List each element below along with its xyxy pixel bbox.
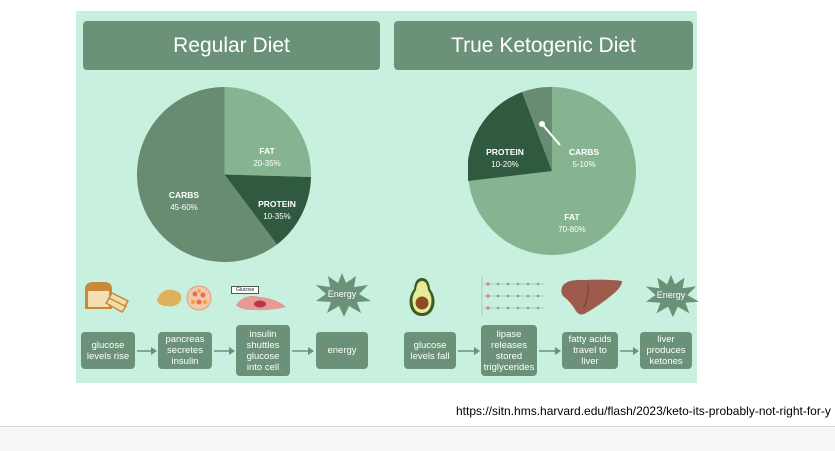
- energy-burst-icon: Energy: [313, 273, 371, 317]
- arrow-icon: [458, 347, 480, 355]
- bottom-bar: [0, 426, 835, 451]
- regular-protein-label: PROTEIN: [258, 199, 296, 209]
- arrow-icon: [214, 347, 235, 355]
- keto-protein-range: 10-20%: [491, 160, 519, 169]
- step-glucose-rise: glucose levels rise: [81, 332, 135, 369]
- arrow-icon: [620, 347, 639, 355]
- keto-diet-pie: CARBS 5-10% PROTEIN 10-20% FAT 70-80%: [468, 87, 636, 255]
- keto-carbs-pointer-dot: [539, 121, 545, 127]
- regular-protein-range: 10-35%: [263, 212, 291, 221]
- pancreas-icon: [157, 285, 212, 311]
- cell-icon: Glucose: [230, 285, 290, 311]
- energy-burst-icon: Energy: [643, 274, 699, 318]
- step-glucose-fall: glucose levels fall: [404, 332, 456, 369]
- arrow-icon: [137, 347, 157, 355]
- arrow-icon: [539, 347, 561, 355]
- energy-label-right: Energy: [656, 290, 686, 300]
- keto-fat-label: FAT: [564, 212, 580, 222]
- triglyceride-molecule-icon: [481, 277, 544, 315]
- step-lipase-releases: lipase releases stored triglycerides: [481, 325, 537, 376]
- glucose-tag: Glucose: [231, 286, 260, 294]
- regular-diet-title: Regular Diet: [83, 21, 380, 70]
- regular-diet-title-text: Regular Diet: [173, 33, 290, 57]
- step-liver-produces-ketones: liver produces ketones: [640, 332, 692, 369]
- keto-pie-carbs-slice: [522, 87, 552, 171]
- keto-pie-protein-slice: [468, 92, 552, 181]
- regular-diet-pie: FAT 20-35% PROTEIN 10-35% CARBS 45-60%: [137, 87, 312, 262]
- keto-diet-title: True Ketogenic Diet: [394, 21, 693, 70]
- keto-carbs-label: CARBS: [569, 147, 600, 157]
- keto-fat-range: 70-80%: [558, 225, 586, 234]
- step-pancreas-secretes: pancreas secretes insulin: [158, 332, 212, 369]
- regular-fat-label: FAT: [259, 146, 275, 156]
- keto-protein-label: PROTEIN: [486, 147, 524, 157]
- regular-pie-protein-slice: [224, 174, 311, 245]
- step-insulin-shuttles: insulin shuttles glucose into cell: [236, 325, 290, 376]
- arrow-icon: [292, 347, 314, 355]
- bread-icon: [85, 282, 130, 313]
- keto-carbs-range: 5-10%: [572, 160, 595, 169]
- regular-carbs-range: 45-60%: [170, 203, 198, 212]
- liver-icon: [561, 279, 622, 315]
- keto-diet-title-text: True Ketogenic Diet: [451, 33, 636, 57]
- regular-pie-fat-slice: [224, 87, 312, 177]
- infographic-panel: Regular Diet True Ketogenic Diet FAT 20-…: [76, 11, 699, 383]
- keto-carbs-pointer-line: [541, 123, 561, 146]
- step-energy: energy: [316, 332, 368, 369]
- step-fatty-acids-travel: fatty acids travel to liver: [562, 332, 618, 369]
- regular-carbs-label: CARBS: [169, 190, 200, 200]
- source-url[interactable]: https://sitn.hms.harvard.edu/flash/2023/…: [456, 404, 831, 418]
- regular-pie-carbs-slice: [137, 87, 277, 262]
- regular-fat-range: 20-35%: [253, 159, 281, 168]
- avocado-icon: [409, 278, 435, 316]
- energy-label-left: Energy: [327, 289, 357, 299]
